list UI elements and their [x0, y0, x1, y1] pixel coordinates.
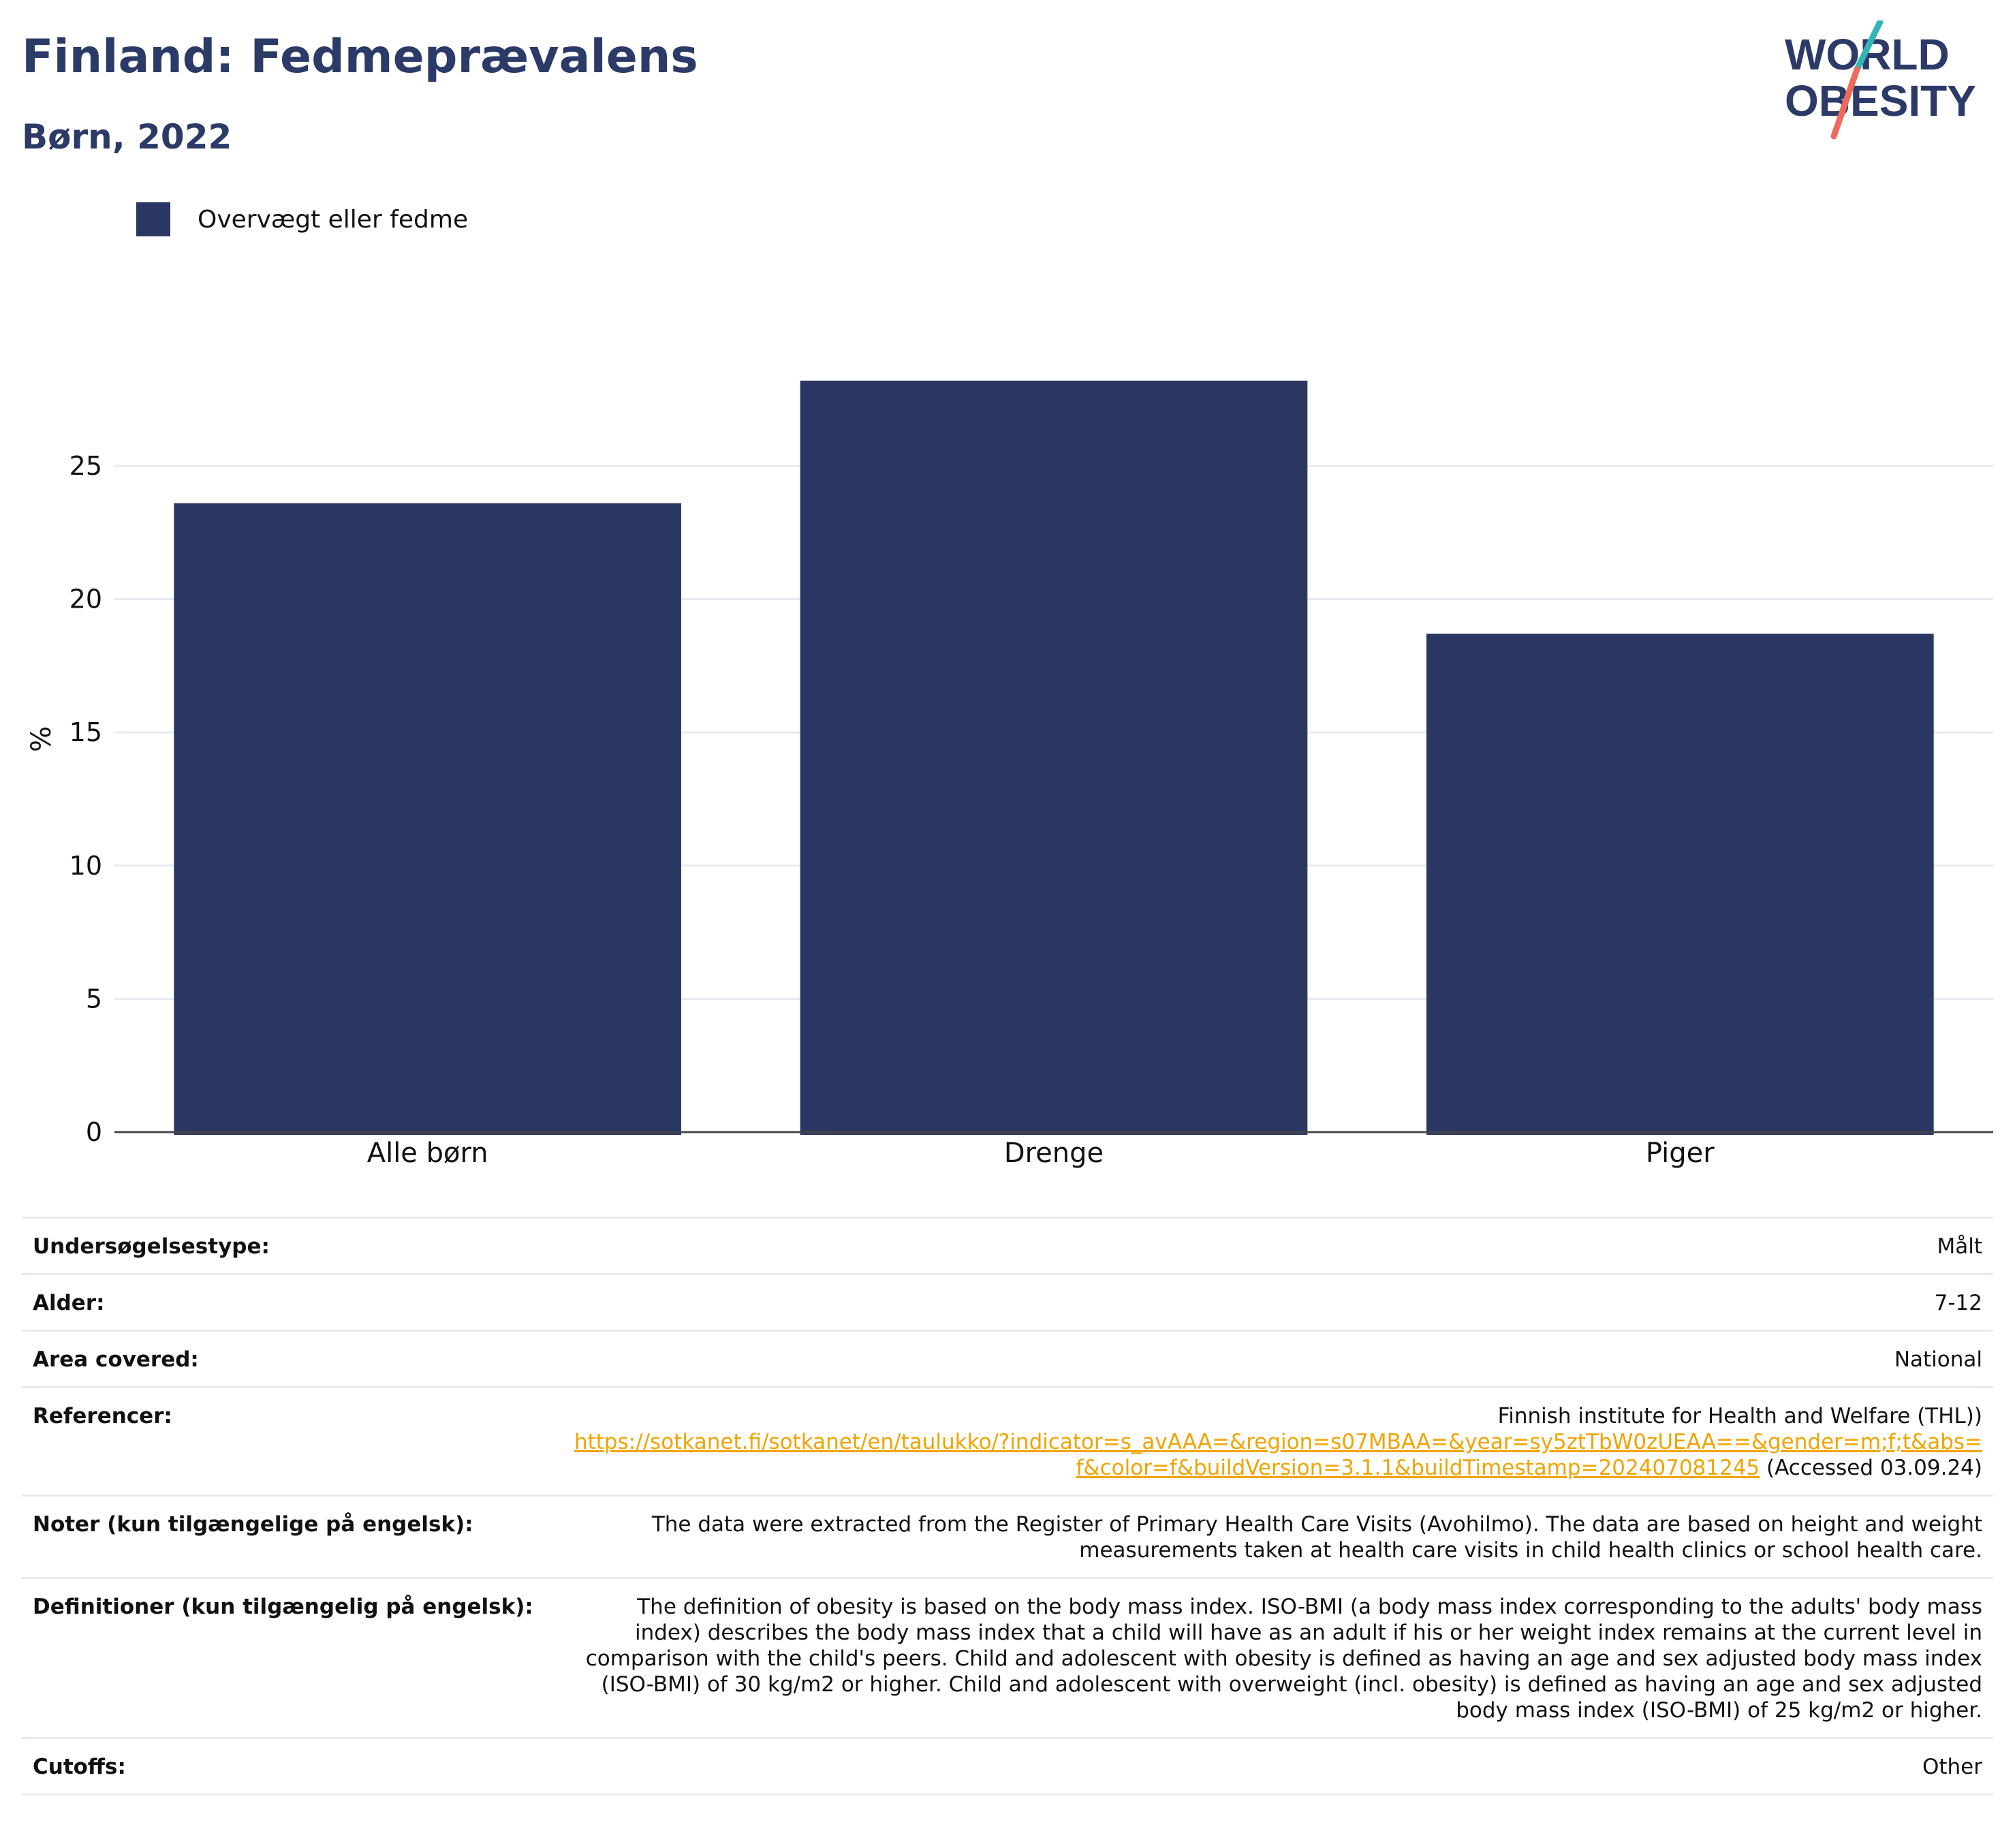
metadata-row: Alder: 7-12 [22, 1273, 1993, 1331]
metadata-value-text: 7-12 [1934, 1291, 1982, 1315]
metadata-value: 7-12 [561, 1273, 1993, 1331]
metadata-value: National [561, 1330, 1993, 1388]
logo-text-obesity: OBESITY [1785, 76, 1976, 125]
metadata-value: The data were extracted from the Registe… [561, 1494, 1993, 1578]
metadata-key: Alder: [22, 1273, 561, 1331]
axes: 0 5 10 15 20 25 Alle børn Drenge Piger [69, 451, 1993, 1169]
y-tick-label: 25 [69, 451, 102, 481]
logo-slash-teal [1854, 20, 1884, 73]
metadata-value: The definition of obesity is based on th… [561, 1577, 1993, 1738]
metadata-value-text: Finnish institute for Health and Welfare… [1497, 1404, 1982, 1428]
metadata-value-text: The definition of obesity is based on th… [585, 1595, 1982, 1723]
metadata-row: Area covered: National [22, 1330, 1993, 1388]
metadata-row: Undersøgelsestype: Målt [22, 1217, 1993, 1274]
legend-swatch [136, 202, 170, 236]
x-category-label: Alle børn [367, 1138, 488, 1169]
metadata-value-text: Målt [1937, 1234, 1982, 1259]
reference-accessed-note: (Accessed 03.09.24) [1760, 1456, 1982, 1480]
metadata-key: Definitioner (kun tilgængelig på engelsk… [22, 1577, 561, 1738]
metadata-value-text: The data were extracted from the Registe… [651, 1512, 1982, 1563]
metadata-row: Noter (kun tilgængelige på engelsk): The … [22, 1494, 1993, 1578]
metadata-value: Other [561, 1737, 1993, 1796]
chart-title: Finland: Fedmeprævalens [22, 30, 698, 84]
bar-2[interactable] [800, 380, 1308, 1136]
metadata-key: Area covered: [22, 1330, 561, 1388]
metadata-table: Undersøgelsestype: Målt Alder: 7-12 Area cov… [22, 1217, 1993, 1796]
legend-label: Overvægt eller fedme [198, 205, 469, 234]
chart-subtitle: Børn, 2022 [22, 117, 232, 157]
metadata-value-text: Other [1922, 1755, 1982, 1779]
y-tick-label: 0 [86, 1117, 102, 1147]
y-axis-title: % [26, 726, 57, 752]
y-tick-label: 20 [69, 584, 102, 614]
world-obesity-logo: WORLD OBESITY [1785, 20, 1976, 140]
metadata-row: Definitioner (kun tilgængelig på engelsk… [22, 1577, 1993, 1738]
bars [174, 380, 1934, 1136]
metadata-key: Cutoffs: [22, 1737, 561, 1796]
x-category-label: Piger [1646, 1138, 1715, 1169]
metadata-value: Finnish institute for Health and Welfare… [561, 1386, 1993, 1496]
metadata-key: Noter (kun tilgængelige på engelsk): [22, 1494, 561, 1578]
y-tick-label: 5 [86, 984, 102, 1014]
metadata-key: Referencer: [22, 1386, 561, 1496]
chart-legend[interactable]: Overvægt eller fedme [136, 202, 468, 237]
metadata-row: Referencer: Finnish institute for Health … [22, 1386, 1993, 1496]
bar-1[interactable] [174, 503, 681, 1135]
y-tick-label: 15 [69, 717, 102, 747]
logo-slash-coral [1830, 66, 1860, 140]
bar-chart: 0 5 10 15 20 25 Alle børn Drenge Piger % [26, 380, 1993, 1169]
metadata-value-text: National [1894, 1347, 1982, 1372]
metadata-key: Undersøgelsestype: [22, 1217, 561, 1274]
y-tick-label: 10 [69, 851, 102, 881]
metadata-row: Cutoffs: Other [22, 1737, 1993, 1796]
reference-link[interactable]: https://sotkanet.fi/sotkanet/en/taulukko… [574, 1430, 1982, 1480]
x-category-label: Drenge [1004, 1138, 1104, 1169]
metadata-value: Målt [561, 1217, 1993, 1274]
bar-3[interactable] [1426, 633, 1934, 1135]
